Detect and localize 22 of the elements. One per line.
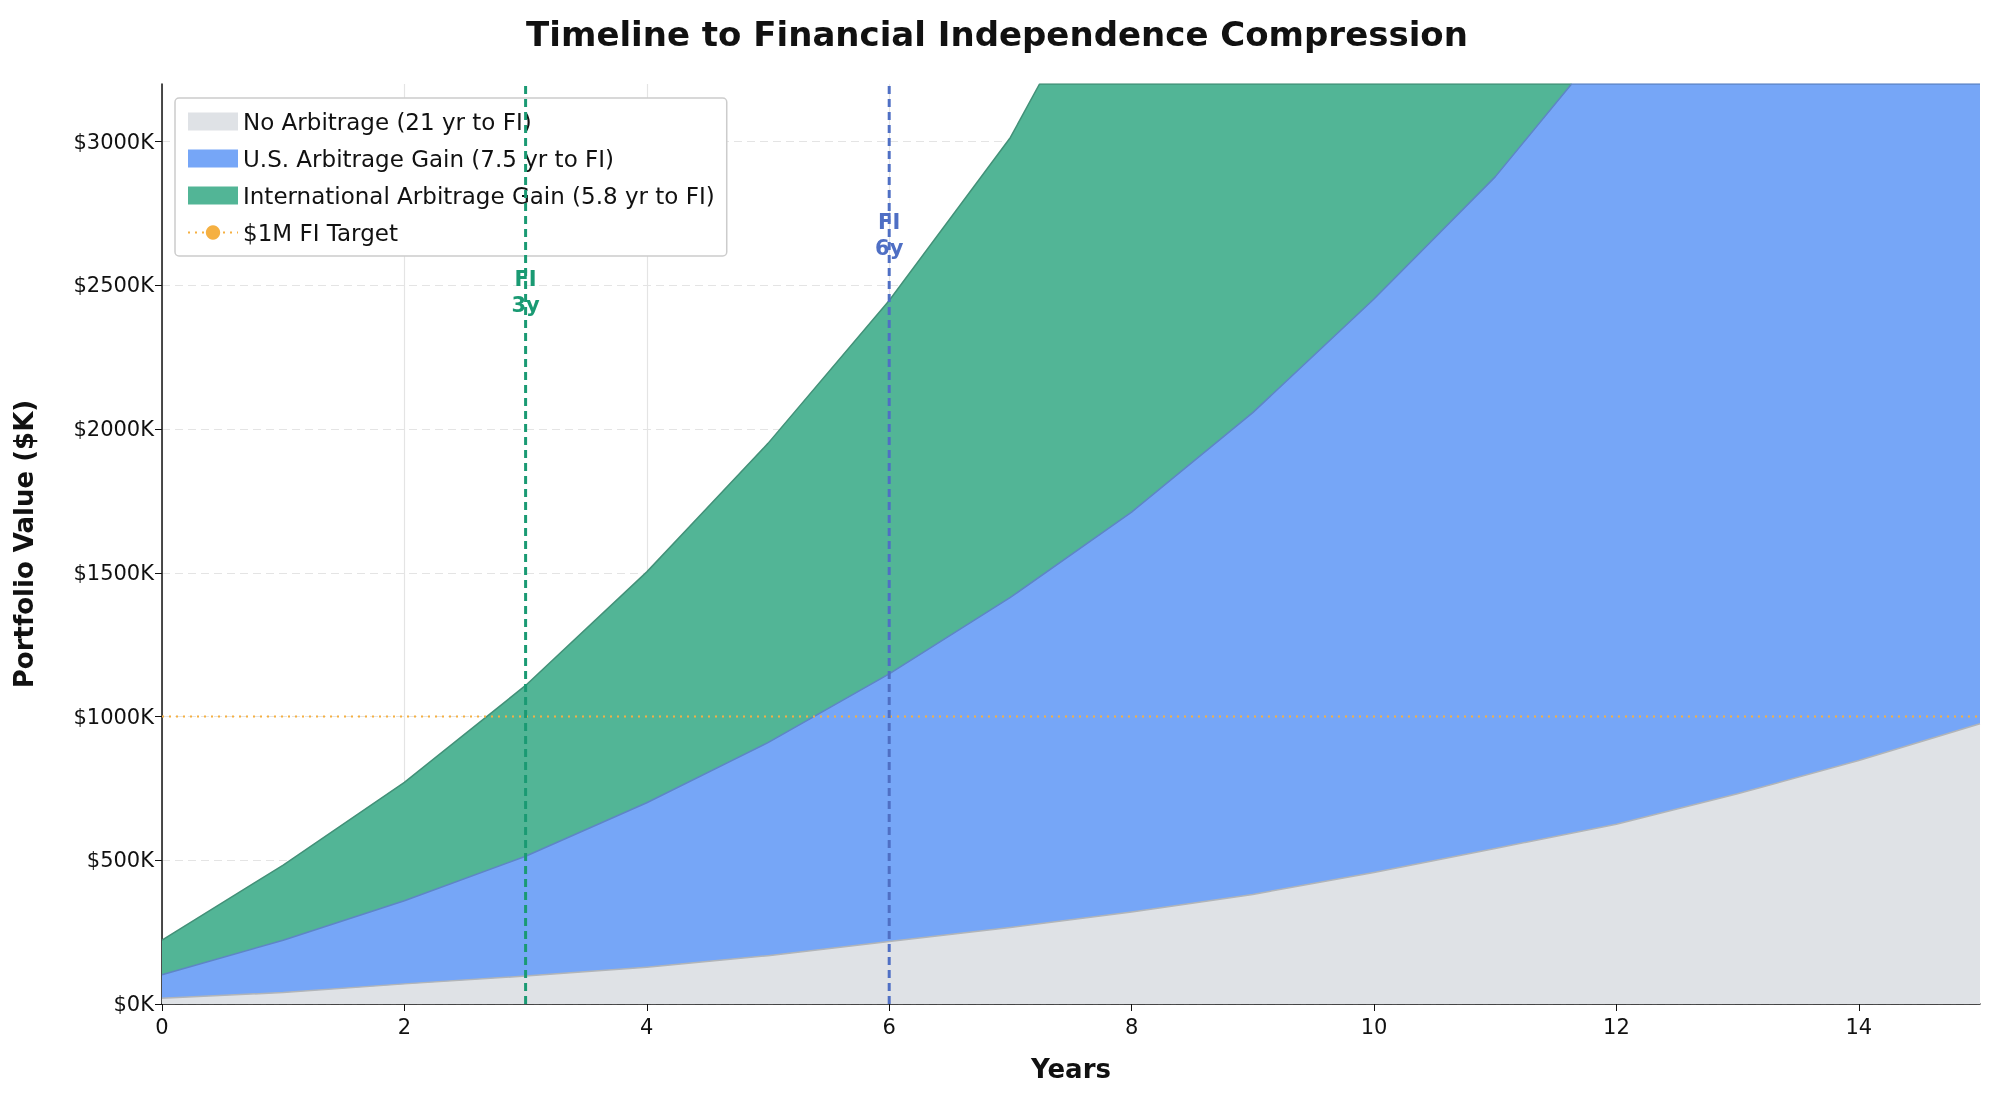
y-tick-label: $0K <box>113 992 156 1016</box>
chart-title: Timeline to Financial Independence Compression <box>526 14 1468 54</box>
legend-label: International Arbitrage Gain (5.8 yr to FI) <box>243 182 715 209</box>
ref-line-label: FI 3y <box>511 267 541 317</box>
x-tick-label: 0 <box>155 1014 169 1039</box>
y-tick-label: $1500K <box>73 560 156 585</box>
y-axis-title: Portfolio Value ($K) <box>9 399 39 689</box>
y-tick-label: $1000K <box>73 704 156 729</box>
x-axis-title: Years <box>1030 1054 1111 1084</box>
ref-line-label: FI 6y <box>875 210 904 260</box>
y-tick-label: $3000K <box>73 129 156 154</box>
x-tick-label: 8 <box>1124 1014 1139 1039</box>
y-tick-label: $500K <box>86 848 156 873</box>
x-tick-label: 14 <box>1845 1014 1873 1039</box>
x-tick-label: 10 <box>1360 1014 1388 1039</box>
y-tick-label: $2000K <box>73 417 156 441</box>
x-tick-label: 6 <box>882 1014 896 1039</box>
x-tick-label: 12 <box>1603 1014 1630 1039</box>
x-tick-label: 4 <box>640 1014 654 1039</box>
x-tick-label: 2 <box>397 1014 412 1039</box>
y-tick-label: $2500K <box>73 273 156 298</box>
legend-label: $1M FI Target <box>243 219 398 246</box>
